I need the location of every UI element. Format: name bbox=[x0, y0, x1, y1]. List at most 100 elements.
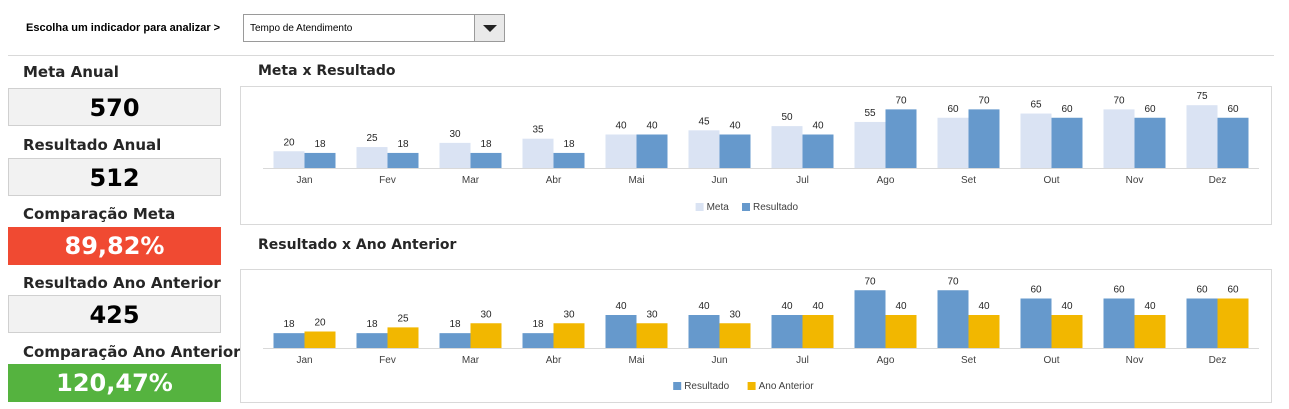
data-label: 75 bbox=[1196, 91, 1208, 102]
bar-ano-anterior bbox=[387, 327, 419, 348]
indicator-select[interactable]: Tempo de Atendimento bbox=[243, 14, 505, 42]
data-label: 60 bbox=[1144, 104, 1156, 115]
bar-meta bbox=[1103, 109, 1135, 168]
legend-swatch bbox=[747, 382, 756, 390]
legend-swatch bbox=[742, 203, 750, 211]
data-label: 40 bbox=[698, 301, 710, 312]
data-label: 40 bbox=[729, 121, 741, 132]
resultado-ano-anterior-value: 425 bbox=[8, 295, 221, 333]
bar-ano-anterior bbox=[1051, 315, 1083, 348]
bar-resultado bbox=[688, 315, 720, 348]
x-tick-label: Jan bbox=[296, 175, 312, 186]
data-label: 25 bbox=[397, 313, 409, 324]
comparacao-ano-anterior-label: Comparação Ano Anterior bbox=[23, 343, 241, 361]
bar-meta bbox=[439, 142, 471, 168]
data-label: 70 bbox=[978, 95, 990, 106]
data-label: 40 bbox=[646, 121, 658, 132]
chart-resultado-ano-anterior: 18 20 Jan 18 25 Fev 18 30 Mar 18 30 Abr 40 30 Mai 40 30 J… bbox=[240, 269, 1272, 403]
data-label: 18 bbox=[480, 139, 492, 150]
legend-swatch bbox=[673, 382, 682, 390]
x-tick-label: Dez bbox=[1209, 355, 1227, 366]
bar-resultado bbox=[968, 109, 1000, 168]
bar-resultado bbox=[719, 134, 751, 168]
bar-resultado bbox=[387, 152, 419, 168]
x-tick-label: Nov bbox=[1126, 175, 1144, 186]
data-label: 30 bbox=[646, 309, 658, 320]
bar-meta bbox=[688, 130, 720, 168]
bar-resultado bbox=[1217, 117, 1249, 168]
bar-ano-anterior bbox=[1217, 298, 1249, 348]
x-tick-label: Out bbox=[1043, 355, 1059, 366]
data-label: 60 bbox=[947, 104, 959, 115]
data-label: 70 bbox=[947, 276, 959, 287]
data-label: 55 bbox=[864, 108, 876, 119]
bar-resultado bbox=[885, 109, 917, 168]
comparacao-ano-anterior-value: 120,47% bbox=[8, 364, 221, 402]
x-tick-label: Jul bbox=[796, 175, 809, 186]
chart-title-meta-resultado: Meta x Resultado bbox=[258, 63, 396, 79]
data-label: 45 bbox=[698, 116, 710, 127]
bar-ano-anterior bbox=[636, 323, 668, 348]
indicator-prompt-label: Escolha um indicador para analizar > bbox=[26, 22, 221, 34]
x-tick-label: Ago bbox=[877, 175, 895, 186]
data-label: 40 bbox=[1144, 301, 1156, 312]
bar-resultado bbox=[1186, 298, 1218, 348]
legend: Meta Resultado bbox=[695, 202, 798, 213]
x-tick-label: Mai bbox=[628, 355, 644, 366]
bar-ano-anterior bbox=[885, 315, 917, 348]
data-label: 40 bbox=[615, 121, 627, 132]
resultado-anual-value: 512 bbox=[8, 158, 221, 196]
x-tick-label: Jan bbox=[296, 355, 312, 366]
legend-swatch bbox=[695, 203, 704, 211]
legend: Resultado Ano Anterior bbox=[673, 381, 814, 392]
bar-resultado bbox=[304, 152, 336, 168]
bar-resultado bbox=[470, 152, 502, 168]
resultado-ano-anterior-label: Resultado Ano Anterior bbox=[23, 274, 221, 292]
x-tick-label: Mar bbox=[462, 355, 480, 366]
bar-meta bbox=[937, 117, 969, 168]
legend-label: Ano Anterior bbox=[759, 381, 815, 392]
x-tick-label: Dez bbox=[1209, 175, 1227, 186]
data-label: 50 bbox=[781, 112, 793, 123]
x-tick-label: Out bbox=[1043, 175, 1059, 186]
bar-ano-anterior bbox=[1134, 315, 1166, 348]
bar-meta bbox=[605, 134, 637, 168]
bar-resultado bbox=[1020, 298, 1052, 348]
bar-ano-anterior bbox=[719, 323, 751, 348]
x-tick-label: Mai bbox=[628, 175, 644, 186]
indicator-select-value: Tempo de Atendimento bbox=[250, 23, 353, 34]
x-tick-label: Fev bbox=[379, 175, 396, 186]
x-tick-label: Jun bbox=[711, 175, 727, 186]
comparacao-meta-label: Comparação Meta bbox=[23, 205, 176, 223]
x-tick-label: Set bbox=[961, 355, 976, 366]
legend-label: Resultado bbox=[753, 202, 798, 213]
data-label: 65 bbox=[1030, 100, 1042, 111]
data-label: 30 bbox=[563, 309, 575, 320]
bar-ano-anterior bbox=[470, 323, 502, 348]
x-tick-label: Jul bbox=[796, 355, 809, 366]
legend-label: Resultado bbox=[684, 381, 729, 392]
comparacao-meta-value: 89,82% bbox=[8, 227, 221, 265]
data-label: 70 bbox=[864, 276, 876, 287]
data-label: 60 bbox=[1061, 104, 1073, 115]
bar-resultado bbox=[605, 315, 637, 348]
bar-resultado bbox=[1134, 117, 1166, 168]
meta-anual-label: Meta Anual bbox=[23, 63, 119, 81]
data-label: 40 bbox=[615, 301, 627, 312]
dropdown-button[interactable] bbox=[474, 15, 504, 41]
legend-label: Meta bbox=[707, 202, 730, 213]
data-label: 18 bbox=[563, 139, 575, 150]
data-label: 18 bbox=[532, 319, 544, 330]
data-label: 70 bbox=[1113, 95, 1125, 106]
data-label: 18 bbox=[366, 319, 378, 330]
data-label: 20 bbox=[314, 318, 326, 329]
bar-meta bbox=[854, 121, 886, 168]
data-label: 25 bbox=[366, 133, 378, 144]
bar-meta bbox=[356, 147, 388, 168]
bar-resultado bbox=[553, 152, 585, 168]
bar-ano-anterior bbox=[553, 323, 585, 348]
data-label: 18 bbox=[397, 139, 409, 150]
bar-resultado bbox=[771, 315, 803, 348]
x-tick-label: Fev bbox=[379, 355, 396, 366]
data-label: 30 bbox=[480, 309, 492, 320]
